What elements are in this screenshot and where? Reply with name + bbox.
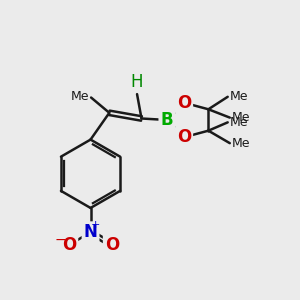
Text: O: O: [105, 236, 119, 254]
Text: N: N: [84, 223, 98, 241]
Text: Me: Me: [230, 116, 248, 129]
Text: O: O: [177, 128, 191, 146]
Text: H: H: [131, 73, 143, 91]
Text: O: O: [177, 94, 191, 112]
Text: −: −: [54, 232, 66, 247]
Text: O: O: [62, 236, 76, 254]
Text: +: +: [91, 220, 100, 230]
Text: Me: Me: [232, 137, 250, 150]
Text: Me: Me: [230, 90, 248, 103]
Text: Me: Me: [71, 90, 90, 104]
Text: B: B: [160, 111, 173, 129]
Text: Me: Me: [232, 111, 250, 124]
